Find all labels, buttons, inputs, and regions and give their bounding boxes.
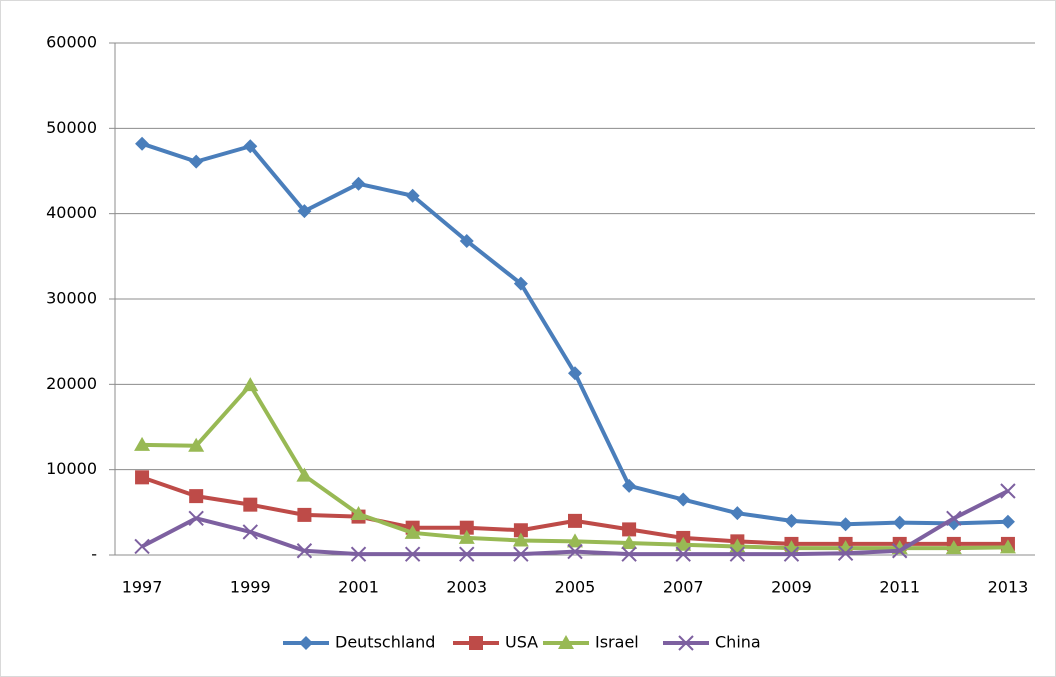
series (135, 136, 1015, 532)
marker (135, 470, 150, 485)
marker (675, 536, 692, 551)
x-tick-label: 2009 (771, 578, 812, 597)
series (134, 483, 1016, 562)
marker (513, 546, 529, 562)
marker (189, 489, 204, 504)
marker (567, 543, 583, 560)
marker (946, 510, 962, 527)
marker (513, 523, 528, 538)
marker (513, 276, 528, 291)
marker (784, 513, 799, 528)
marker (568, 513, 582, 528)
y-tick-label: 30000 (46, 289, 97, 308)
marker (675, 546, 691, 562)
x-tick-label: 2011 (879, 578, 920, 597)
legend-label: China (715, 633, 761, 652)
y-tick-label: 40000 (46, 203, 97, 222)
marker (1000, 514, 1015, 529)
marker (622, 478, 637, 493)
marker (297, 204, 312, 219)
legend-item: Israel (543, 633, 639, 652)
marker (621, 535, 638, 550)
x-tick-label: 2013 (988, 578, 1029, 597)
marker (188, 437, 205, 452)
marker (945, 540, 962, 555)
legend-label: USA (505, 633, 538, 652)
legend-marker (299, 636, 313, 650)
marker (405, 188, 420, 203)
legend: Deutschland USA Israel China (283, 633, 761, 652)
marker (837, 545, 854, 562)
marker (404, 524, 421, 539)
y-tick-label: - (91, 545, 97, 564)
marker (459, 520, 474, 535)
marker (621, 546, 637, 562)
legend-item: Deutschland (283, 633, 435, 652)
x-tick-label: 2001 (338, 578, 379, 597)
marker (622, 522, 637, 537)
legend-marker (678, 635, 694, 651)
legend-item: USA (453, 633, 538, 652)
y-tick-label: 50000 (46, 118, 97, 137)
marker (351, 176, 366, 191)
marker (838, 517, 853, 532)
marker (350, 506, 367, 521)
y-tick-label: 60000 (46, 33, 97, 52)
x-tick-label: 1999 (230, 578, 271, 597)
marker (297, 507, 312, 522)
marker (1000, 483, 1016, 499)
x-tick-label: 2007 (663, 578, 704, 597)
y-tick-label: 10000 (46, 459, 97, 478)
legend-marker (469, 636, 483, 650)
legend-label: Israel (595, 633, 639, 652)
marker (568, 366, 582, 381)
marker (242, 377, 259, 392)
y-tick-label: 20000 (46, 374, 97, 393)
x-tick-label: 1997 (122, 578, 163, 597)
marker (512, 532, 529, 547)
marker (243, 497, 258, 512)
marker (296, 467, 313, 482)
marker (999, 539, 1016, 554)
marker (134, 436, 151, 451)
marker (458, 529, 475, 544)
marker (242, 524, 259, 540)
marker (892, 515, 907, 530)
legend-item: China (663, 633, 761, 652)
marker (730, 506, 745, 521)
marker (134, 538, 150, 555)
legend-marker (558, 635, 574, 649)
marker (891, 543, 908, 559)
x-tick-label: 2003 (446, 578, 487, 597)
marker (459, 546, 475, 562)
marker (350, 546, 367, 562)
marker (404, 546, 421, 562)
marker (135, 136, 150, 151)
marker (783, 546, 800, 562)
marker (243, 139, 258, 154)
marker (188, 510, 204, 527)
marker (189, 154, 204, 169)
marker (676, 492, 691, 507)
legend-label: Deutschland (335, 633, 435, 652)
marker (459, 233, 474, 248)
x-tick-label: 2005 (555, 578, 596, 597)
marker (567, 533, 583, 548)
marker (296, 543, 313, 559)
marker (729, 546, 746, 562)
